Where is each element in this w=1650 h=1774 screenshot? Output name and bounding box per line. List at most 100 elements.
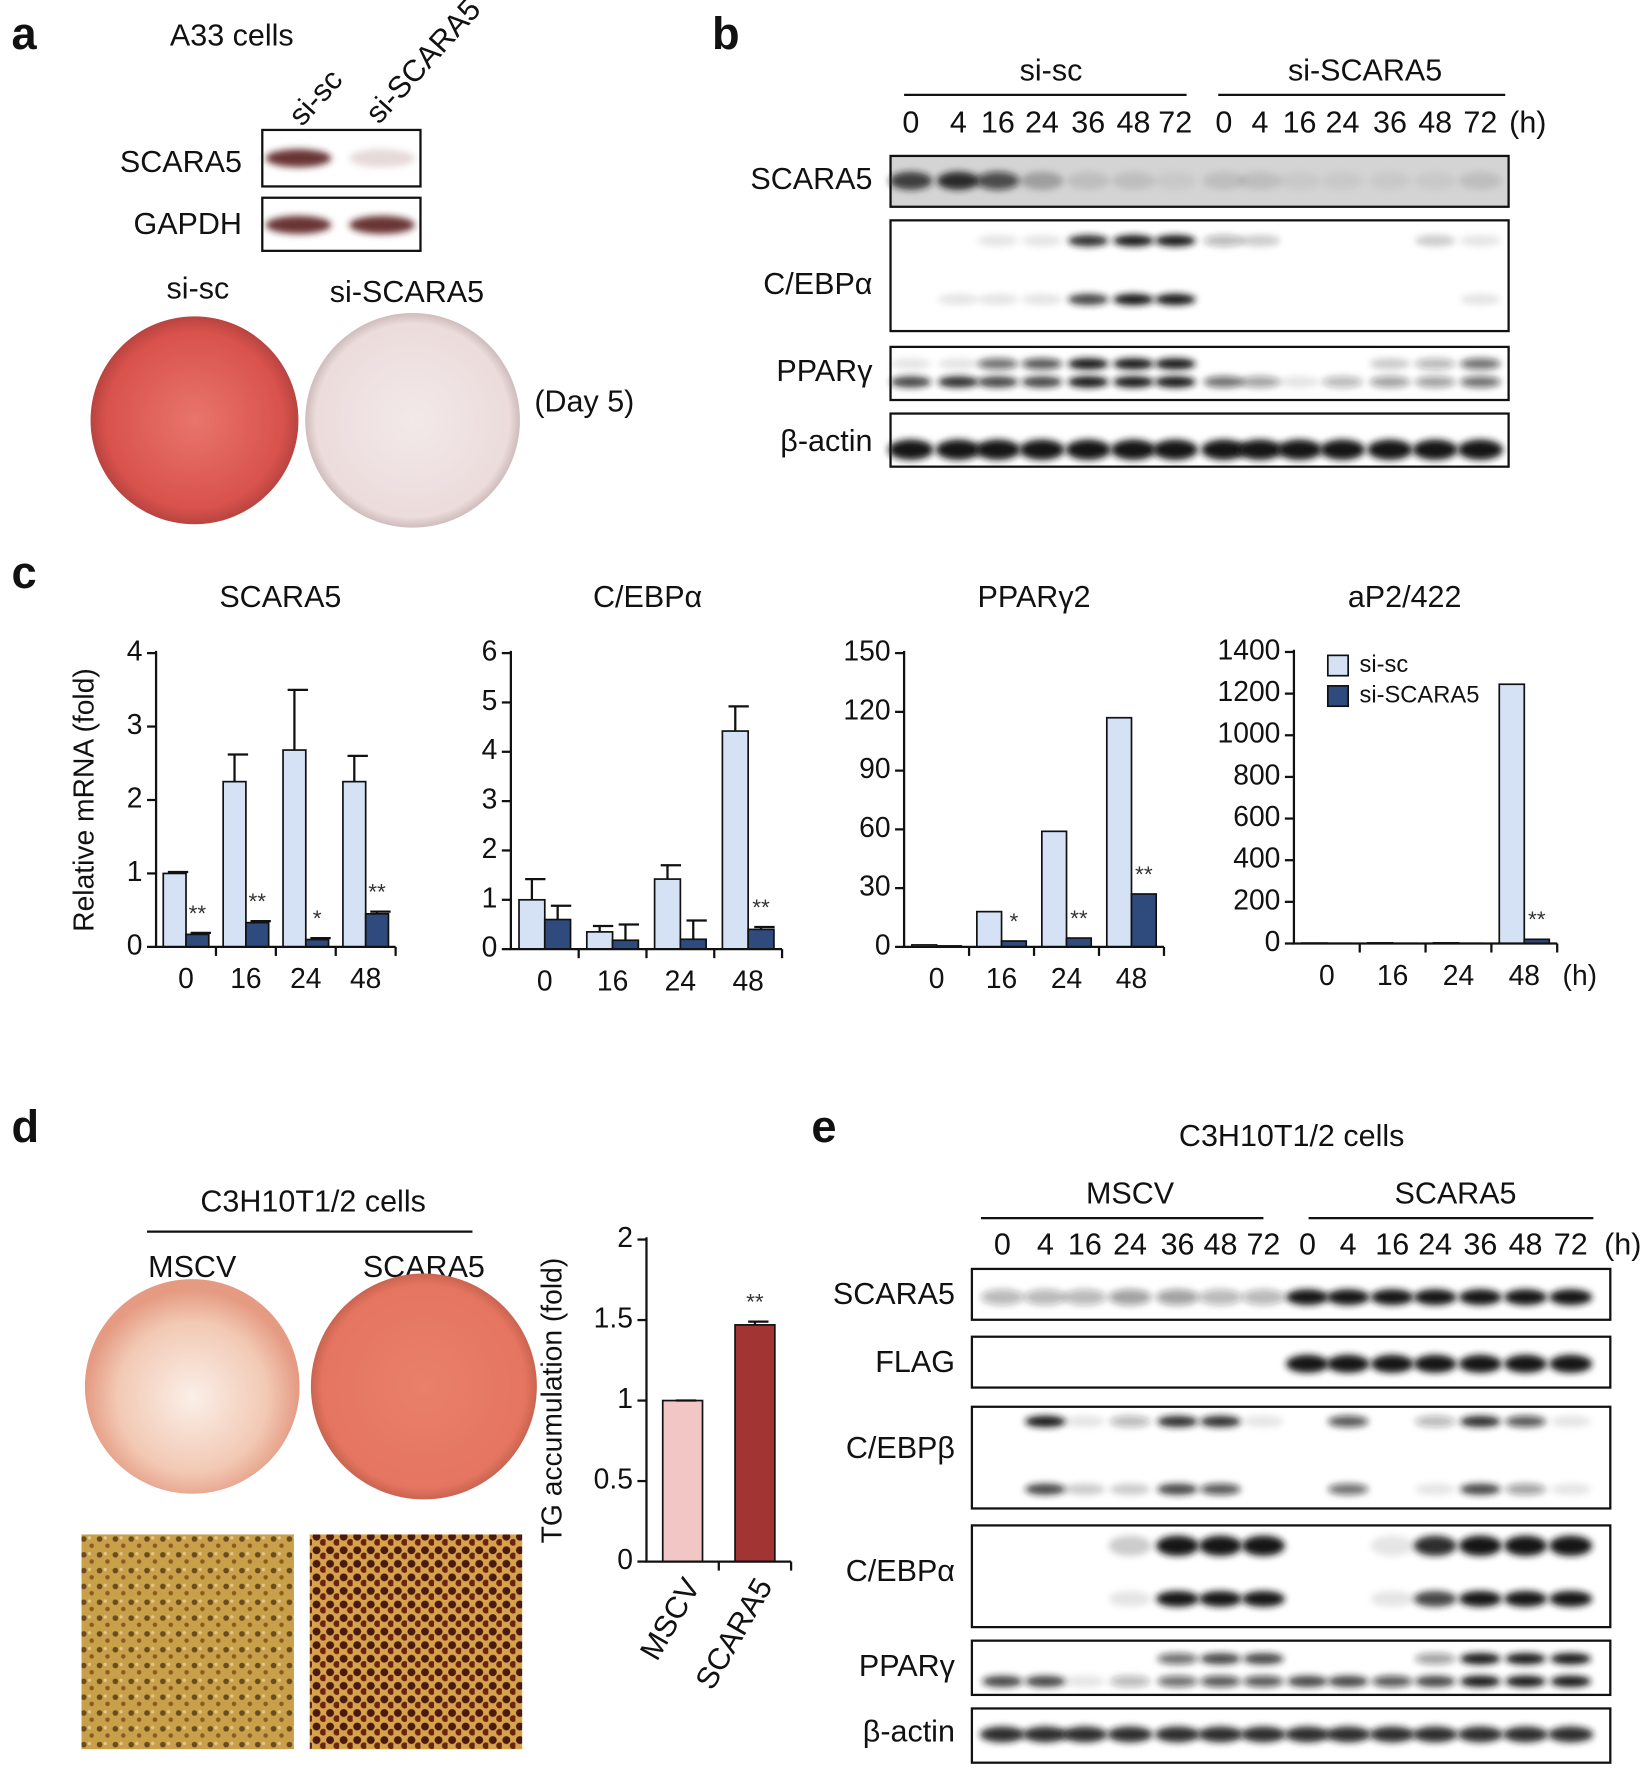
band bbox=[1414, 376, 1456, 388]
band bbox=[1020, 171, 1064, 190]
error-bar bbox=[550, 904, 572, 920]
bar bbox=[342, 780, 367, 948]
y-tick-label: 1 bbox=[617, 1382, 633, 1414]
y-tick-label: 600 bbox=[1233, 800, 1280, 832]
band bbox=[1019, 439, 1065, 460]
y-tick-label: 1 bbox=[482, 881, 498, 913]
y-tick-label: 1400 bbox=[1218, 633, 1281, 665]
significance: ** bbox=[368, 880, 386, 905]
band bbox=[889, 171, 933, 190]
bar bbox=[162, 872, 187, 948]
band bbox=[349, 149, 415, 168]
band bbox=[1457, 1726, 1503, 1743]
panel-title: A33 cells bbox=[170, 18, 294, 52]
x-tick-label: 0 bbox=[1319, 959, 1335, 991]
x-tick-label: 16 bbox=[597, 964, 628, 996]
axis bbox=[509, 650, 783, 951]
error-bar bbox=[370, 910, 391, 914]
band bbox=[1062, 1726, 1108, 1743]
bar bbox=[1040, 830, 1068, 948]
y-tick-label: 0 bbox=[482, 931, 498, 963]
x-tick-label: 24 bbox=[1443, 959, 1474, 991]
time-label: 0 bbox=[902, 105, 919, 139]
group-label: MSCV bbox=[1086, 1177, 1175, 1211]
band bbox=[1024, 1415, 1066, 1428]
y-tick-label: 2 bbox=[127, 781, 143, 813]
row-label: β-actin bbox=[780, 424, 872, 458]
band bbox=[1412, 439, 1458, 460]
chart-title: aP2/422 bbox=[1348, 580, 1462, 614]
blot-box bbox=[970, 1639, 1612, 1697]
band bbox=[1549, 1535, 1593, 1556]
bar bbox=[222, 780, 247, 948]
error-bar bbox=[525, 877, 546, 900]
band bbox=[1065, 439, 1111, 460]
band bbox=[1243, 1675, 1284, 1687]
plate bbox=[90, 316, 299, 525]
band bbox=[977, 235, 1019, 247]
band bbox=[1414, 1483, 1456, 1495]
band bbox=[1460, 235, 1501, 247]
band bbox=[1326, 1289, 1370, 1306]
legend-label: si-SCARA5 bbox=[1359, 682, 1479, 708]
y-tick-label: 30 bbox=[859, 870, 890, 902]
band bbox=[1368, 171, 1412, 190]
band bbox=[1505, 1415, 1546, 1428]
row-label: β-actin bbox=[863, 1714, 955, 1748]
band bbox=[1239, 376, 1281, 388]
x-tick-label: 16 bbox=[1377, 959, 1408, 991]
band bbox=[1243, 1653, 1284, 1665]
band bbox=[1063, 1289, 1107, 1306]
band bbox=[1458, 1354, 1502, 1373]
band bbox=[1021, 358, 1063, 370]
y-tick-label: 0 bbox=[1265, 925, 1281, 957]
band bbox=[979, 1726, 1025, 1743]
band bbox=[980, 1289, 1024, 1306]
band bbox=[1243, 1415, 1284, 1428]
band bbox=[975, 439, 1021, 460]
y-tick-label: 4 bbox=[482, 733, 498, 765]
band bbox=[1460, 1675, 1501, 1687]
time-label: 0 bbox=[994, 1227, 1011, 1261]
significance: ** bbox=[189, 901, 207, 926]
band bbox=[1458, 1289, 1502, 1306]
bar bbox=[734, 1324, 776, 1563]
row-label: SCARA5 bbox=[120, 145, 242, 179]
time-label: 24 bbox=[1418, 1227, 1452, 1261]
band bbox=[1157, 1653, 1198, 1665]
band bbox=[1200, 1675, 1241, 1687]
y-tick-label: 0 bbox=[617, 1543, 633, 1575]
band bbox=[935, 439, 981, 460]
time-label: 16 bbox=[1283, 105, 1317, 139]
band bbox=[976, 171, 1020, 190]
row-label: PPARγ bbox=[776, 354, 873, 388]
bar bbox=[245, 921, 270, 948]
panel-label: b bbox=[712, 8, 740, 59]
time-label: 16 bbox=[1375, 1227, 1409, 1261]
row-label: PPARγ bbox=[859, 1649, 956, 1683]
band bbox=[1199, 1590, 1242, 1607]
plate bbox=[305, 312, 520, 528]
significance: ** bbox=[1135, 862, 1153, 887]
band bbox=[1021, 376, 1063, 388]
y-tick-label: 2 bbox=[617, 1221, 633, 1253]
band bbox=[1549, 1289, 1593, 1306]
band bbox=[1413, 171, 1457, 190]
chart-title: PPARγ2 bbox=[978, 580, 1091, 614]
band bbox=[1505, 1483, 1546, 1495]
blot-box bbox=[889, 412, 1510, 468]
time-label: 72 bbox=[1554, 1227, 1588, 1261]
band bbox=[936, 171, 980, 190]
band bbox=[1504, 1354, 1548, 1373]
band bbox=[1414, 1675, 1456, 1687]
band bbox=[1021, 235, 1063, 247]
row-label: C/EBPβ bbox=[846, 1431, 955, 1465]
band bbox=[1110, 439, 1157, 460]
time-label: 0 bbox=[1215, 105, 1232, 139]
band bbox=[888, 439, 934, 460]
time-label: 36 bbox=[1071, 105, 1105, 139]
band bbox=[1460, 1415, 1501, 1428]
band bbox=[1505, 1653, 1546, 1665]
band bbox=[1157, 1483, 1198, 1495]
band bbox=[1240, 1726, 1287, 1743]
